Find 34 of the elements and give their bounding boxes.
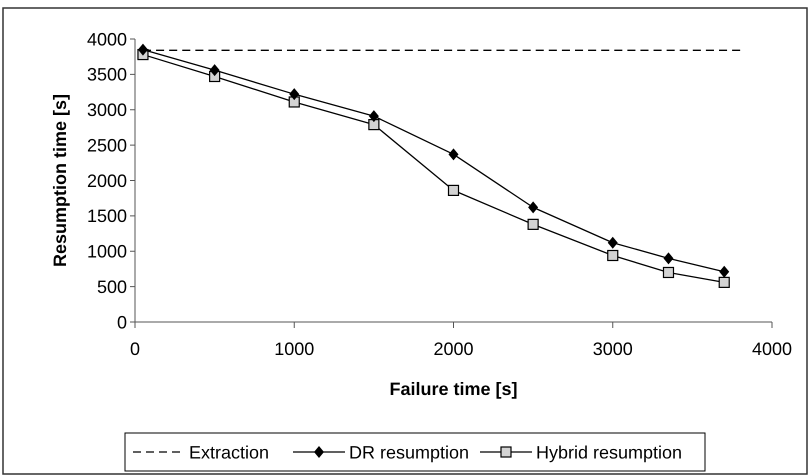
- point: [210, 64, 220, 76]
- point: [448, 148, 458, 160]
- y-tick-label: 2500: [86, 135, 127, 156]
- point: [718, 276, 730, 288]
- point: [528, 201, 538, 214]
- y-tick-label: 0: [116, 312, 127, 332]
- point: [607, 250, 618, 262]
- y-tick-label: 500: [96, 276, 127, 297]
- point: [528, 218, 539, 230]
- legend-label: DR resumption: [349, 442, 470, 462]
- y-tick-label: 1000: [86, 242, 127, 262]
- y-axis-title: Resumption time [s]: [50, 94, 70, 268]
- y-tick-label: 1500: [86, 206, 127, 226]
- y-tick-label: 2000: [86, 170, 127, 191]
- x-tick-label: 0: [130, 339, 140, 359]
- legend-label: Hybrid resumption: [536, 442, 682, 462]
- point: [662, 266, 674, 278]
- point: [288, 96, 300, 108]
- point: [663, 252, 674, 264]
- x-tick-label: 4000: [752, 339, 792, 359]
- x-tick-label: 1000: [274, 339, 314, 359]
- y-tick-label: 3500: [86, 64, 127, 85]
- y-tick-label: 3000: [86, 100, 127, 120]
- point: [448, 184, 460, 196]
- x-tick-label: 3000: [592, 339, 633, 359]
- point: [719, 266, 730, 278]
- x-axis-title: Failure time [s]: [389, 379, 518, 399]
- legend-label: Extraction: [189, 442, 270, 462]
- point: [368, 119, 380, 130]
- y-tick-label: 4000: [86, 29, 127, 50]
- point: [289, 88, 300, 100]
- x-tick-label: 2000: [433, 339, 474, 359]
- point: [368, 110, 379, 122]
- point: [608, 236, 618, 249]
